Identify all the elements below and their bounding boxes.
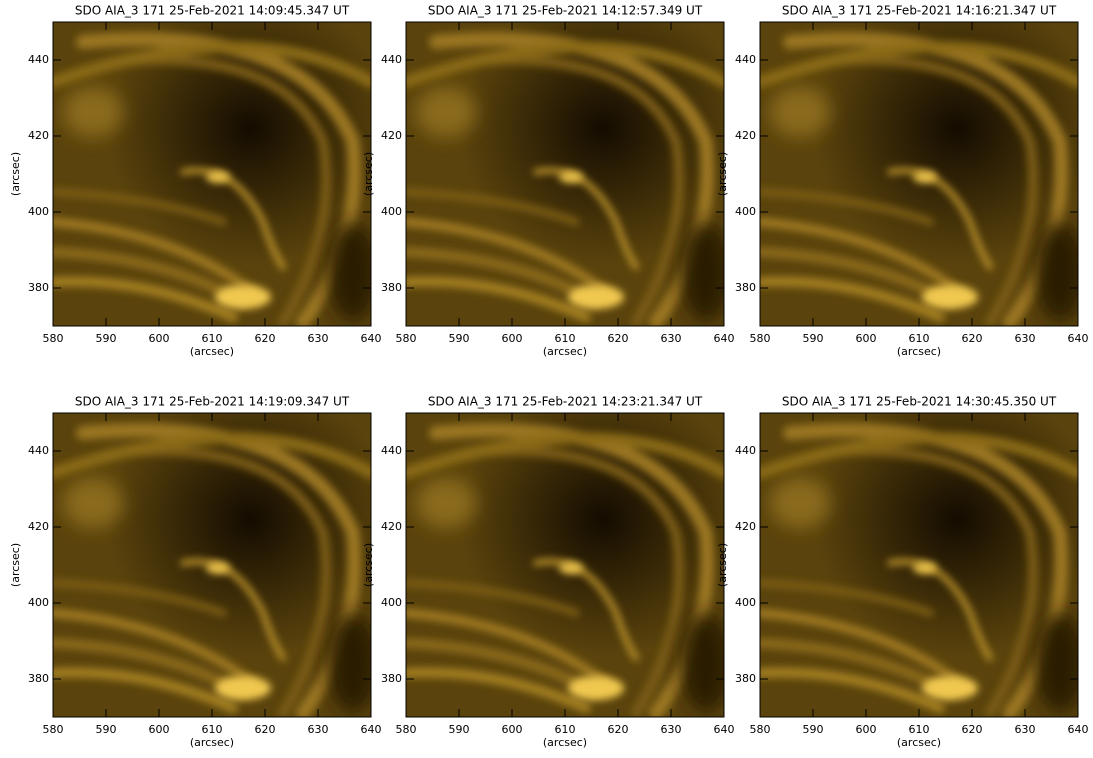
- x-tick-label: 610: [909, 723, 930, 736]
- x-tick-label: 630: [1015, 723, 1036, 736]
- panel: SDO AIA_3 171 25-Feb-2021 14:12:57.349 U…: [362, 4, 735, 359]
- x-tick-label: 590: [449, 332, 470, 345]
- x-axis-label: (arcsec): [543, 736, 587, 749]
- y-tick-label: 400: [381, 205, 402, 218]
- y-tick-label: 420: [28, 129, 49, 142]
- y-axis-label: (arcsec): [716, 152, 729, 196]
- y-axis-label: (arcsec): [9, 543, 22, 587]
- y-tick-label: 420: [381, 520, 402, 533]
- solar-image: [406, 22, 731, 326]
- x-tick-label: 620: [962, 332, 983, 345]
- x-tick-label: 640: [1068, 332, 1089, 345]
- solar-image: [53, 22, 378, 326]
- x-tick-label: 580: [396, 723, 417, 736]
- x-axis-label: (arcsec): [897, 345, 941, 358]
- x-tick-label: 620: [608, 332, 629, 345]
- y-tick-label: 380: [381, 281, 402, 294]
- x-tick-label: 610: [555, 332, 576, 345]
- x-tick-label: 630: [308, 723, 329, 736]
- y-tick-label: 440: [28, 53, 49, 66]
- panel-title: SDO AIA_3 171 25-Feb-2021 14:23:21.347 U…: [428, 395, 703, 409]
- x-tick-label: 610: [909, 332, 930, 345]
- y-tick-label: 400: [381, 596, 402, 609]
- y-tick-label: 440: [28, 444, 49, 457]
- x-tick-label: 640: [361, 723, 382, 736]
- x-tick-label: 630: [1015, 332, 1036, 345]
- x-tick-label: 580: [43, 332, 64, 345]
- x-tick-label: 600: [149, 332, 170, 345]
- y-tick-label: 380: [28, 672, 49, 685]
- x-tick-label: 620: [962, 723, 983, 736]
- y-tick-label: 380: [735, 281, 756, 294]
- x-tick-label: 610: [202, 332, 223, 345]
- x-tick-label: 630: [661, 723, 682, 736]
- panel: SDO AIA_3 171 25-Feb-2021 14:19:09.347 U…: [9, 395, 382, 750]
- y-axis-label: (arcsec): [9, 152, 22, 196]
- solar-image: [53, 413, 378, 717]
- solar-image: [406, 413, 731, 717]
- x-tick-label: 640: [714, 332, 735, 345]
- x-tick-label: 580: [43, 723, 64, 736]
- x-tick-label: 600: [502, 332, 523, 345]
- x-axis-label: (arcsec): [190, 345, 234, 358]
- y-axis-label: (arcsec): [362, 152, 375, 196]
- x-tick-label: 620: [255, 332, 276, 345]
- panel-title: SDO AIA_3 171 25-Feb-2021 14:09:45.347 U…: [75, 4, 350, 18]
- x-tick-label: 590: [803, 332, 824, 345]
- y-tick-label: 420: [735, 129, 756, 142]
- y-tick-label: 440: [735, 444, 756, 457]
- x-tick-label: 630: [661, 332, 682, 345]
- y-tick-label: 380: [735, 672, 756, 685]
- x-tick-label: 640: [361, 332, 382, 345]
- x-tick-label: 590: [803, 723, 824, 736]
- x-tick-label: 610: [202, 723, 223, 736]
- x-axis-label: (arcsec): [543, 345, 587, 358]
- x-axis-label: (arcsec): [897, 736, 941, 749]
- y-tick-label: 400: [28, 596, 49, 609]
- x-tick-label: 600: [856, 723, 877, 736]
- x-axis-label: (arcsec): [190, 736, 234, 749]
- x-tick-label: 580: [396, 332, 417, 345]
- y-axis-label: (arcsec): [716, 543, 729, 587]
- y-tick-label: 420: [735, 520, 756, 533]
- y-tick-label: 400: [28, 205, 49, 218]
- y-tick-label: 380: [28, 281, 49, 294]
- y-tick-label: 440: [735, 53, 756, 66]
- panel-title: SDO AIA_3 171 25-Feb-2021 14:19:09.347 U…: [75, 395, 350, 409]
- solar-image: [760, 413, 1085, 717]
- y-tick-label: 380: [381, 672, 402, 685]
- x-tick-label: 600: [856, 332, 877, 345]
- x-tick-label: 600: [502, 723, 523, 736]
- x-tick-label: 620: [255, 723, 276, 736]
- panel-title: SDO AIA_3 171 25-Feb-2021 14:12:57.349 U…: [428, 4, 703, 18]
- y-axis-label: (arcsec): [362, 543, 375, 587]
- x-tick-label: 640: [1068, 723, 1089, 736]
- x-tick-label: 590: [96, 723, 117, 736]
- x-tick-label: 630: [308, 332, 329, 345]
- x-tick-label: 640: [714, 723, 735, 736]
- y-tick-label: 400: [735, 205, 756, 218]
- x-tick-label: 610: [555, 723, 576, 736]
- panel: SDO AIA_3 171 25-Feb-2021 14:23:21.347 U…: [362, 395, 735, 750]
- x-tick-label: 620: [608, 723, 629, 736]
- x-tick-label: 590: [449, 723, 470, 736]
- y-tick-label: 440: [381, 444, 402, 457]
- x-tick-label: 590: [96, 332, 117, 345]
- x-tick-label: 580: [750, 723, 771, 736]
- y-tick-label: 420: [28, 520, 49, 533]
- panel-title: SDO AIA_3 171 25-Feb-2021 14:16:21.347 U…: [782, 4, 1057, 18]
- panel: SDO AIA_3 171 25-Feb-2021 14:09:45.347 U…: [9, 4, 382, 359]
- panel-title: SDO AIA_3 171 25-Feb-2021 14:30:45.350 U…: [782, 395, 1057, 409]
- y-tick-label: 420: [381, 129, 402, 142]
- panel: SDO AIA_3 171 25-Feb-2021 14:30:45.350 U…: [716, 395, 1089, 750]
- panel: SDO AIA_3 171 25-Feb-2021 14:16:21.347 U…: [716, 4, 1089, 359]
- y-tick-label: 440: [381, 53, 402, 66]
- solar-image: [760, 22, 1085, 326]
- x-tick-label: 600: [149, 723, 170, 736]
- y-tick-label: 400: [735, 596, 756, 609]
- x-tick-label: 580: [750, 332, 771, 345]
